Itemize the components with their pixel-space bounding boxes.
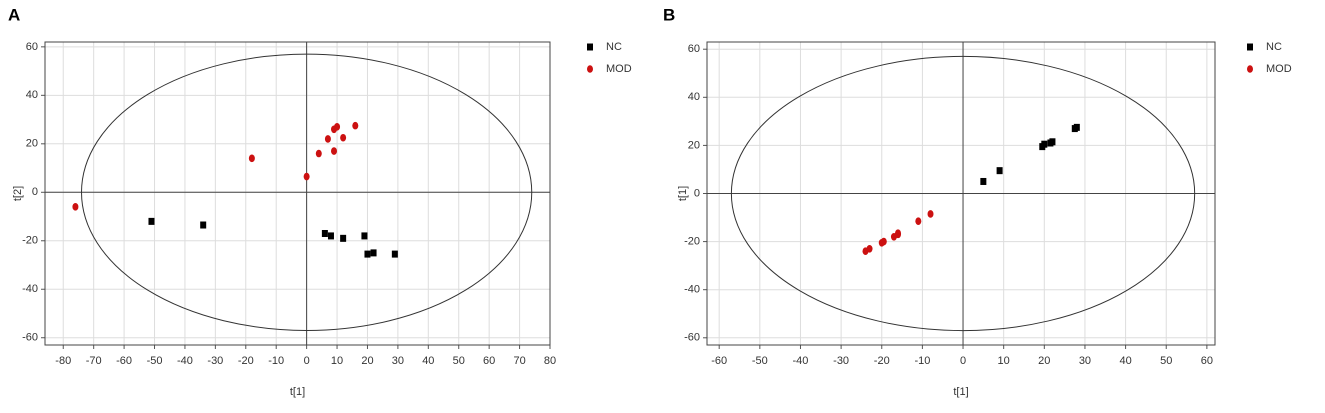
x-tick-label: 10 [998, 355, 1010, 367]
point [315, 149, 322, 158]
x-tick-label: -40 [177, 355, 193, 367]
confidence-ellipse [81, 53, 533, 331]
y-tick-label: 40 [688, 91, 700, 103]
point [364, 250, 371, 258]
x-tick-label: 0 [960, 355, 966, 367]
x-tick-label: -60 [711, 355, 727, 367]
legend-marker [587, 65, 593, 73]
point [361, 232, 368, 240]
x-tick-label: -60 [116, 355, 132, 367]
legend-marker [1247, 43, 1253, 51]
x-tick-label: 10 [331, 355, 343, 367]
x-tick-label: 60 [483, 355, 495, 367]
y-axis-label: t[1] [677, 186, 689, 201]
point [927, 210, 934, 218]
point [303, 172, 310, 181]
y-tick-label: -40 [684, 284, 700, 296]
point [915, 217, 922, 225]
x-tick-label: 20 [361, 355, 373, 367]
x-tick-label: 40 [1119, 355, 1131, 367]
y-tick-label: -60 [22, 332, 38, 344]
point [1049, 138, 1056, 146]
point [391, 250, 398, 258]
x-tick-label: -10 [914, 355, 930, 367]
x-tick-label: -20 [874, 355, 890, 367]
x-tick-label: -20 [238, 355, 254, 367]
x-tick-label: -50 [147, 355, 163, 367]
point [866, 245, 873, 253]
y-tick-label: -20 [22, 235, 38, 247]
point [321, 229, 328, 237]
y-tick-label: 0 [32, 186, 38, 198]
point [324, 135, 331, 143]
point [340, 234, 347, 242]
point [352, 121, 359, 130]
y-tick-label: 60 [688, 43, 700, 55]
x-axis-label: t[1] [290, 386, 305, 398]
x-tick-label: -30 [833, 355, 849, 367]
x-tick-label: -70 [86, 355, 102, 367]
point [72, 203, 79, 211]
y-tick-label: -20 [684, 236, 700, 248]
y-tick-label: 40 [26, 89, 38, 101]
x-axis-label: t[1] [953, 386, 968, 398]
x-tick-label: 80 [544, 355, 556, 367]
point [331, 147, 338, 155]
legend-label: MOD [606, 63, 632, 75]
point [200, 221, 207, 229]
point [1073, 123, 1080, 131]
x-tick-label: -40 [793, 355, 809, 367]
y-tick-label: 0 [694, 187, 700, 199]
x-tick-label: -30 [207, 355, 223, 367]
plot-frame [44, 41, 551, 346]
panel-letter: A [8, 5, 20, 24]
y-tick-label: 20 [688, 139, 700, 151]
legend-label: NC [1266, 41, 1282, 53]
point [248, 154, 255, 163]
confidence-ellipse [730, 55, 1196, 332]
legend-marker [587, 43, 593, 51]
point [370, 249, 377, 257]
point [334, 123, 341, 131]
point [340, 133, 347, 142]
x-tick-label: -80 [55, 355, 71, 367]
x-tick-label: -10 [268, 355, 284, 367]
x-tick-label: 50 [453, 355, 465, 367]
point [1041, 140, 1048, 148]
x-tick-label: 20 [1038, 355, 1050, 367]
y-tick-label: 60 [26, 41, 38, 53]
y-tick-label: -60 [684, 332, 700, 344]
panel-letter: B [663, 5, 675, 24]
legend-label: NC [606, 41, 622, 53]
point [895, 230, 902, 239]
point [980, 177, 987, 185]
y-tick-label: -40 [22, 283, 38, 295]
y-axis-label: t[2] [12, 186, 24, 201]
x-tick-label: 60 [1201, 355, 1213, 367]
x-tick-label: -50 [752, 355, 768, 367]
x-tick-label: 30 [392, 355, 404, 367]
point [880, 237, 887, 246]
point [327, 232, 334, 240]
x-tick-label: 30 [1079, 355, 1091, 367]
legend-label: MOD [1266, 63, 1292, 75]
point [148, 217, 155, 225]
x-tick-label: 40 [422, 355, 434, 367]
legend-marker [1247, 65, 1253, 73]
y-tick-label: 20 [26, 138, 38, 150]
x-tick-label: 70 [513, 355, 525, 367]
x-tick-label: 50 [1160, 355, 1172, 367]
point [996, 167, 1003, 175]
x-tick-label: 0 [304, 355, 310, 367]
